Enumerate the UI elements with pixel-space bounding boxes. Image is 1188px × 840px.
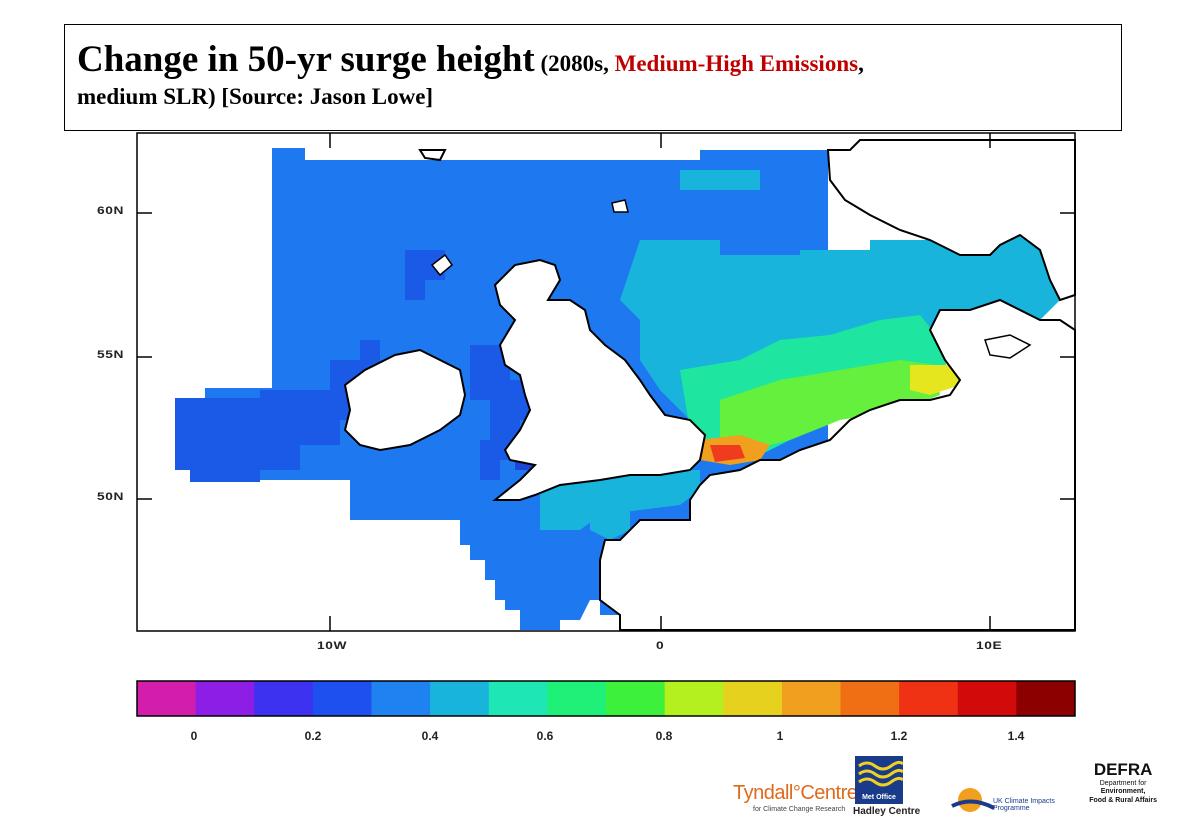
colorbar-label: 1.4 <box>1007 729 1025 743</box>
colorbar-segment <box>137 681 197 716</box>
met-office-waves-icon <box>858 760 905 787</box>
defra-line1: Department for <box>1099 780 1147 787</box>
title-line2: medium SLR) [Source: Jason Lowe] <box>77 84 434 110</box>
tyndall-subtitle: for Climate Change Research <box>753 806 846 813</box>
colorbar-segment <box>1016 681 1076 716</box>
colorbar-segment <box>371 681 431 716</box>
sea-lime <box>720 360 940 450</box>
defra-title: DEFRA <box>1093 760 1153 779</box>
colorbar-label: 0 <box>190 729 198 743</box>
colorbar-label: 0.2 <box>304 729 322 743</box>
tyndall-logo: Tyndall°Centre <box>733 782 858 804</box>
sea-red <box>710 445 745 462</box>
land-ireland <box>343 348 467 452</box>
colorbar-segment <box>957 681 1017 716</box>
colorbar-segment <box>606 681 666 716</box>
land-norway <box>826 139 1076 302</box>
defra-logo: DEFRA Department for Environment, Food &… <box>1089 760 1157 805</box>
lat-label-50n: 50N <box>97 491 125 503</box>
colorbar-label: 0.4 <box>421 729 439 743</box>
title-main: Change in 50-yr surge height <box>77 39 535 80</box>
colorbar-segment <box>723 681 783 716</box>
land-great-britain <box>492 258 707 501</box>
colorbar-segment <box>195 681 255 716</box>
colorbar-segment <box>488 681 548 716</box>
colorbar-segment <box>547 681 607 716</box>
land-continent <box>599 298 1076 631</box>
sea-cyan-north <box>680 170 760 190</box>
colorbar-segment <box>781 681 842 716</box>
colorbar-segment <box>899 681 959 716</box>
colorbar-segment <box>664 681 724 716</box>
land-faroe <box>611 199 629 213</box>
colorbar-segment <box>254 681 314 716</box>
met-office-logo: Met Office <box>855 756 905 804</box>
lat-label-60n: 60N <box>97 205 125 217</box>
colorbar-frame <box>136 680 1076 717</box>
colorbar <box>137 681 1076 716</box>
lon-ticks <box>329 133 991 631</box>
lat-label-55n: 55N <box>97 349 125 361</box>
ukcip-label: UK Climate Impacts Programme <box>993 798 1055 812</box>
title-emphasis: Medium-High Emissions <box>614 51 859 76</box>
title-part2: , <box>858 51 864 76</box>
slide-title: Change in 50-yr surge height (2080s, Med… <box>77 37 1111 112</box>
colorbar-segment <box>430 681 490 716</box>
colorbar-segment <box>840 681 900 716</box>
colorbar-label: 0.6 <box>536 729 554 743</box>
sea-west-deep <box>175 340 380 482</box>
colorbar-label: 1.2 <box>890 729 908 743</box>
colorbar-label: 1 <box>776 729 784 743</box>
land-shetland <box>418 149 447 162</box>
land-denmark-islands <box>984 334 1032 359</box>
lon-label-10w: 10W <box>317 640 348 652</box>
sea-cyan-channel <box>590 505 630 540</box>
colorbar-label: 0.8 <box>655 729 673 743</box>
sea-cyan-south <box>540 470 700 530</box>
ukcip-sun-icon <box>951 788 995 812</box>
land-hebrides <box>430 253 454 277</box>
lat-ticks <box>137 212 1075 500</box>
sea-irish-deep <box>470 345 540 480</box>
partner-logos: Tyndall°Centre for Climate Change Resear… <box>725 750 1165 835</box>
lon-label-0: 0 <box>656 640 665 652</box>
defra-line2: Environment, <box>1100 788 1146 796</box>
title-part1: (2080s, <box>534 51 615 76</box>
colorbar-segment <box>312 681 373 716</box>
sea-yellow <box>910 365 960 395</box>
met-office-label: Met Office <box>862 794 896 801</box>
title-box: Change in 50-yr surge height (2080s, Med… <box>64 24 1122 131</box>
hadley-centre-label: Hadley Centre <box>853 806 921 817</box>
defra-line3: Food & Rural Affairs <box>1089 796 1157 804</box>
lon-label-10e: 10E <box>976 640 1003 652</box>
